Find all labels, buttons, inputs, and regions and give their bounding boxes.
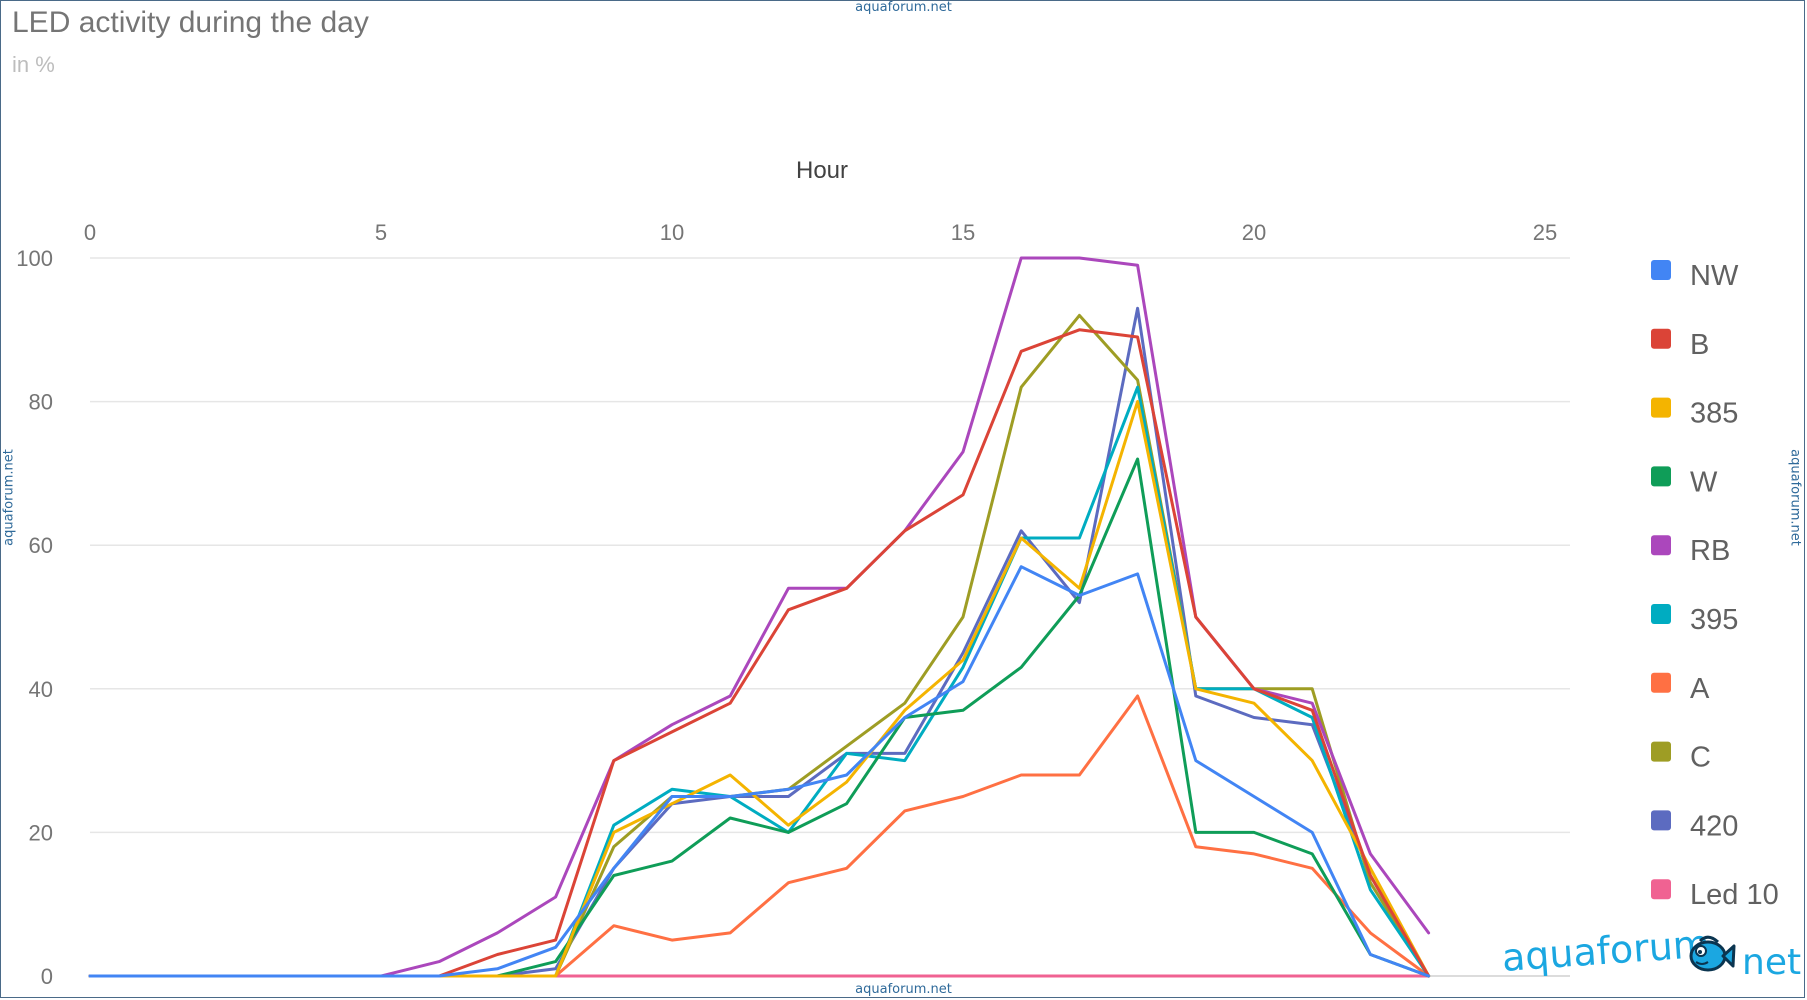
legend-label: Led 10 <box>1690 879 1779 911</box>
legend-swatch <box>1651 741 1671 762</box>
legend-swatch <box>1651 672 1671 693</box>
logo-suffix: net <box>1742 942 1802 983</box>
chart-title: LED activity during the day <box>12 6 369 39</box>
legend-swatch <box>1651 810 1671 831</box>
x-tick-label: 0 <box>84 220 96 245</box>
legend-label: W <box>1690 466 1718 498</box>
legend-label: C <box>1690 742 1711 774</box>
y-tick-label: 60 <box>29 533 53 558</box>
x-tick-label: 25 <box>1533 220 1557 245</box>
legend-label: NW <box>1690 260 1739 292</box>
legend-swatch <box>1651 535 1671 556</box>
legend-swatch <box>1651 879 1671 900</box>
legend-swatch <box>1651 397 1671 418</box>
logo-word: aquaforum <box>1500 921 1712 980</box>
chart-subtitle: in % <box>12 52 55 77</box>
legend-label: RB <box>1690 535 1730 567</box>
y-tick-label: 40 <box>29 677 53 702</box>
x-tick-label: 20 <box>1242 220 1266 245</box>
series-line-nw <box>88 565 1431 978</box>
watermark-bottom: aquaforum.net <box>855 982 952 997</box>
y-tick-label: 20 <box>29 820 53 845</box>
legend-swatch <box>1651 466 1671 487</box>
y-tick-label: 100 <box>16 246 53 271</box>
fish-icon <box>1689 935 1736 972</box>
y-tick-label: 0 <box>41 964 53 989</box>
legend-swatch <box>1651 328 1671 349</box>
x-tick-label: 5 <box>375 220 387 245</box>
x-axis-title: Hour <box>796 157 848 184</box>
series-line-395 <box>88 385 1431 978</box>
y-tick-label: 80 <box>29 390 53 415</box>
aquaforum-logo: aquaforum net <box>1500 922 1802 988</box>
series-line-b <box>88 328 1431 978</box>
legend-label: 420 <box>1690 810 1738 842</box>
series-line-a <box>88 694 1431 978</box>
x-tick-label: 10 <box>660 220 684 245</box>
legend-label: 385 <box>1690 398 1738 430</box>
series-line-c <box>88 313 1431 978</box>
series-line-rb <box>88 256 1431 978</box>
watermark-top: aquaforum.net <box>855 0 952 15</box>
x-tick-label: 15 <box>951 220 975 245</box>
legend-swatch <box>1651 260 1671 280</box>
legend-label: A <box>1690 673 1710 705</box>
series-line-w <box>88 457 1431 978</box>
legend-label: 395 <box>1690 604 1738 636</box>
legend-label: B <box>1690 329 1709 361</box>
legend-swatch <box>1651 604 1671 624</box>
